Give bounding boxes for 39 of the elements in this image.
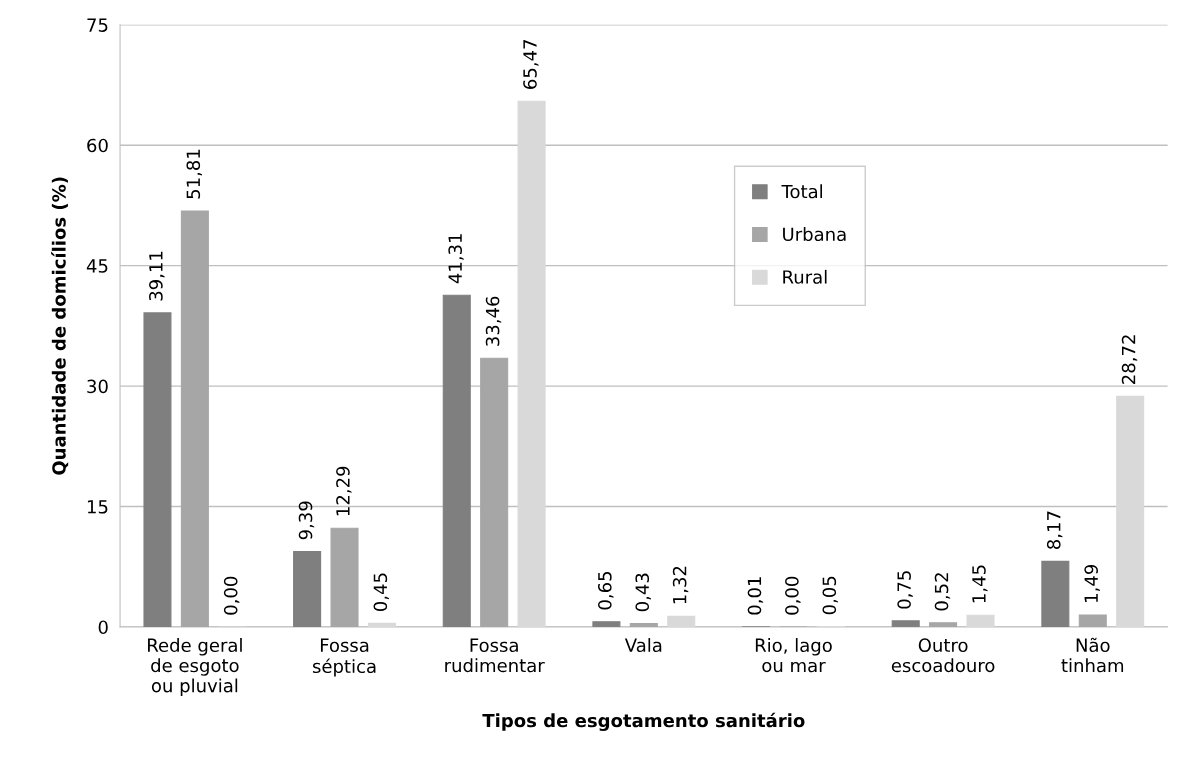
y-tick-label: 45 [86,259,108,273]
y-axis-title: Quantidade de domicílios (%) [51,177,69,475]
data-label: 65,47 [523,40,539,89]
data-label: 33,46 [485,296,502,346]
x-tick-label: Rio, lago ou mar [755,638,832,673]
x-tick-label: Não tinham [1061,637,1124,673]
data-label: 1,49 [1084,564,1100,602]
y-tick-label: 75 [87,18,108,32]
data-label: 0,00 [785,576,801,615]
data-label: 0,43 [635,573,651,612]
legend-label: Urbana [783,227,846,242]
x-tick-label: Rede geral de esgoto ou pluvial [148,638,242,696]
data-label: 0,01 [747,577,764,615]
x-tick-label: Fossa séptica [312,638,376,677]
data-label: 0,52 [934,573,951,611]
x-tick-label: Outro escoadouro [891,638,995,673]
data-label: 0,45 [373,573,390,612]
y-tick-label: 60 [87,138,108,153]
x-tick-label: Fossa rudimentar [445,638,545,673]
data-label: 28,72 [1121,335,1138,384]
y-tick-label: 0 [98,620,108,635]
legend-label: Total [781,184,822,199]
data-label: 9,39 [298,501,315,540]
data-label: 39,11 [149,251,165,301]
y-tick-label: 30 [87,379,108,394]
data-label: 0,65 [597,571,614,610]
data-label: 0,00 [223,576,240,615]
data-label: 41,31 [448,234,464,284]
data-label: 0,05 [822,576,838,615]
data-label: 1,45 [972,565,988,603]
data-label: 1,32 [672,566,689,604]
data-label: 0,75 [897,571,913,609]
y-tick-label: 15 [87,500,108,514]
x-tick-label: Vala [624,638,662,653]
legend-label: Rural [783,269,827,284]
data-label: 8,17 [1046,511,1063,550]
data-label: 51,81 [186,149,202,199]
data-label: 12,29 [336,466,352,516]
x-axis-title: Tipos de esgotamento sanitário [482,712,805,731]
